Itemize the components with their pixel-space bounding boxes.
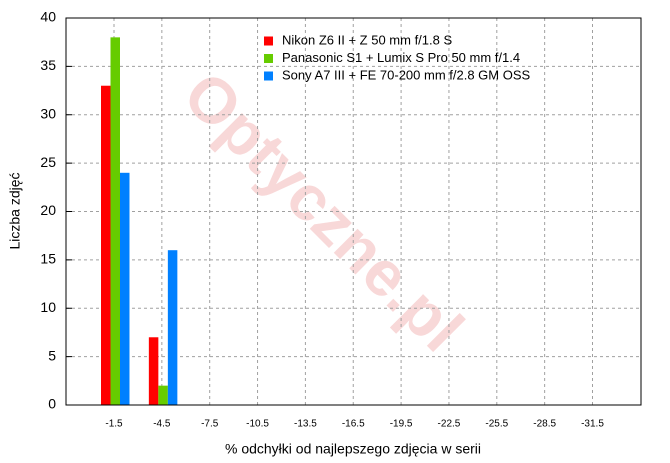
x-tick-label: -22.5 [438, 419, 461, 430]
y-tick-label: 5 [48, 347, 56, 363]
x-tick-label: -28.5 [533, 419, 556, 430]
y-tick-label: 10 [40, 299, 56, 315]
legend-swatch [264, 36, 273, 46]
x-tick-label: -4.5 [153, 419, 171, 430]
x-tick-label: -13.5 [294, 419, 317, 430]
bar [167, 250, 178, 405]
legend-swatch [264, 54, 273, 63]
x-tick-label: -7.5 [201, 419, 219, 430]
bar [158, 385, 168, 405]
bar [120, 172, 130, 405]
x-tick-label: -16.5 [342, 419, 365, 430]
x-tick-label: -19.5 [390, 419, 413, 430]
y-tick-label: 30 [40, 105, 56, 121]
x-tick-label: -1.5 [105, 419, 123, 430]
bar [148, 337, 159, 405]
legend-label: Sony A7 III + FE 70-200 mm f/2.8 GM OSS [282, 67, 531, 82]
y-tick-label: 35 [40, 57, 56, 73]
y-axis-label: Liczba zdjęć [7, 172, 23, 249]
x-tick-label: -31.5 [581, 419, 604, 430]
x-tick-label: -25.5 [485, 419, 508, 430]
y-tick-label: 0 [48, 396, 56, 412]
legend-label: Nikon Z6 II + Z 50 mm f/1.8 S [282, 32, 452, 47]
legend-swatch [264, 71, 273, 81]
legend-label: Panasonic S1 + Lumix S Pro 50 mm f/1.4 [282, 50, 520, 65]
y-tick-label: 20 [40, 202, 56, 218]
bar [101, 85, 111, 405]
bar [110, 37, 120, 405]
y-tick-label: 40 [40, 9, 56, 25]
y-tick-label: 25 [40, 154, 56, 170]
x-tick-label: -10.5 [246, 419, 269, 430]
y-tick-label: 15 [40, 251, 56, 267]
x-axis-label: % odchyłki od najlepszego zdjęcia w seri… [225, 441, 481, 457]
plot-frame [65, 17, 642, 406]
